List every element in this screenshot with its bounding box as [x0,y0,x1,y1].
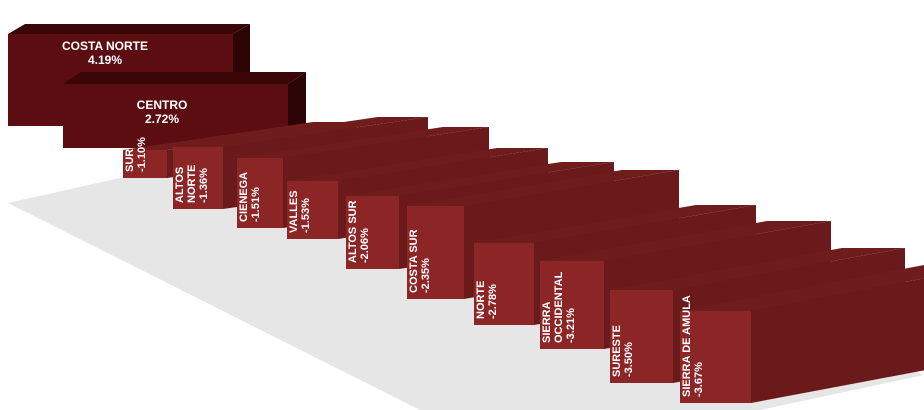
bar-value-label: -2.35% [420,258,432,293]
bar-label: CENTRO [137,98,188,112]
bar-value-label: -1.51% [250,187,262,222]
bar-value-label: -2.06% [359,228,371,263]
bar-value-label: -3.67% [693,362,705,397]
bar-label: ALTOS [174,167,186,203]
bar-front [407,206,464,299]
bar-value-label: 4.19% [88,53,122,67]
bar-front [610,290,673,383]
bar-side [751,278,924,403]
bar-value-label: -3.50% [623,342,635,377]
bar-label: SIERRA DE AMULA [681,295,693,397]
bar-value-label: -1.36% [198,168,210,203]
bar-value-label: -2.78% [487,284,499,319]
bar-front [287,181,338,239]
bar-value-label: -1.53% [300,198,312,233]
bar-front [173,147,223,209]
bar-top [540,221,831,261]
bar-front [346,196,399,269]
bar-top [8,24,250,34]
bar-label: COSTA NORTE [62,39,148,53]
bar-top [407,170,679,206]
bar-top [63,72,306,84]
bar-value-label: -1.10% [136,137,148,172]
bar-label: COSTA SUR [408,229,420,293]
bar-sierra-de-amula: SIERRA DE AMULA -3.67% [680,265,924,403]
bar-top [474,205,756,243]
bar-label: VALLES [288,190,300,233]
bar-label: NORTE [475,281,487,320]
bar-top [680,265,924,311]
bar-label: SUR [124,149,136,172]
bar-top [287,148,548,181]
bar-value-label: 2.72% [145,112,179,126]
bar-top [173,117,428,147]
bar-label: SURESTE [611,325,623,377]
bar-top [346,162,614,196]
bar-front [237,158,283,228]
bar-top [610,248,905,290]
bar-label: ALTOS SUR [347,200,359,263]
bar-label: NORTE [186,165,198,204]
bar-label: SIERRA [541,301,553,343]
bar-value-label: -3.21% [565,308,577,343]
bar-front [123,150,167,178]
bar-front [540,261,604,349]
bar-top [237,127,489,158]
bar-label: CIENEGA [238,172,250,222]
bar-front [680,311,751,403]
bar-label: OCCIDENTAL [553,271,565,343]
bar-front [474,243,534,325]
